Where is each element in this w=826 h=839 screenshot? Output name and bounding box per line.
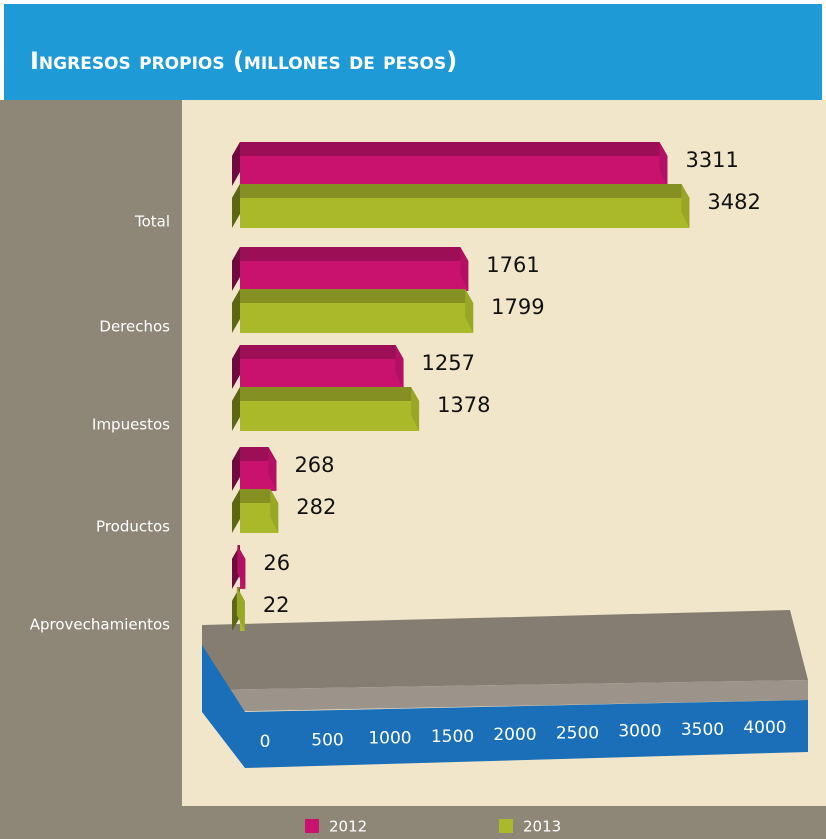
bar-front bbox=[240, 401, 420, 431]
value-label: 1761 bbox=[486, 253, 539, 277]
bar-top bbox=[232, 247, 469, 261]
value-label: 268 bbox=[294, 453, 334, 477]
bar bbox=[232, 184, 690, 228]
category-label: Total bbox=[134, 213, 170, 231]
axis-base-front bbox=[202, 645, 808, 768]
x-tick-label: 1000 bbox=[368, 729, 411, 749]
bar bbox=[232, 545, 246, 589]
legend-label: 2012 bbox=[329, 818, 367, 836]
legend-swatch bbox=[499, 819, 513, 833]
bar-end bbox=[270, 489, 279, 533]
bar bbox=[232, 489, 279, 533]
x-tick-label: 500 bbox=[311, 730, 343, 750]
bar-side bbox=[232, 247, 240, 291]
x-tick-label: 1500 bbox=[431, 727, 474, 747]
category-label: Derechos bbox=[99, 318, 170, 336]
axis-base-edge bbox=[202, 680, 808, 712]
value-label: 282 bbox=[296, 495, 336, 519]
x-tick-label: 4000 bbox=[743, 718, 786, 738]
bar bbox=[232, 142, 668, 186]
bar bbox=[232, 247, 469, 291]
bar-side bbox=[232, 387, 240, 431]
category-label: Productos bbox=[96, 518, 170, 536]
bar-end bbox=[681, 184, 690, 228]
bar-end bbox=[465, 289, 474, 333]
x-tick-label: 3500 bbox=[681, 720, 724, 740]
x-tick-label: 2500 bbox=[556, 723, 599, 743]
bar-side bbox=[232, 289, 240, 333]
header-band bbox=[4, 4, 822, 100]
bar-side bbox=[232, 345, 240, 389]
bar-top bbox=[232, 142, 668, 156]
bar-front bbox=[240, 198, 690, 228]
value-label: 1378 bbox=[437, 393, 490, 417]
bar-side bbox=[232, 142, 240, 186]
bar bbox=[232, 387, 420, 431]
bar-front bbox=[240, 359, 404, 389]
x-tick-label: 0 bbox=[260, 732, 271, 752]
bar-side bbox=[232, 447, 240, 491]
axis-base-top bbox=[202, 610, 808, 690]
bar-end bbox=[659, 142, 668, 186]
chart-title: Ingresos propios (millones de pesos) bbox=[30, 47, 457, 75]
bar-end bbox=[237, 545, 246, 589]
value-label: 26 bbox=[263, 551, 290, 575]
category-label: Aprovechamientos bbox=[30, 616, 170, 634]
x-tick-label: 2000 bbox=[493, 725, 536, 745]
value-label: 22 bbox=[263, 593, 290, 617]
bar-top bbox=[232, 447, 277, 461]
bar-end bbox=[460, 247, 469, 291]
legend-swatch bbox=[305, 819, 319, 833]
bar-front bbox=[240, 261, 469, 291]
bar-top bbox=[232, 387, 420, 401]
bar bbox=[232, 587, 245, 631]
bar-top bbox=[232, 345, 404, 359]
bar-top bbox=[232, 489, 279, 503]
category-label: Impuestos bbox=[92, 416, 170, 434]
x-tick-label: 3000 bbox=[618, 722, 661, 742]
bar bbox=[232, 289, 474, 333]
value-label: 1257 bbox=[422, 351, 475, 375]
value-label: 3311 bbox=[685, 148, 738, 172]
bar bbox=[232, 345, 404, 389]
bar-side bbox=[232, 184, 240, 228]
bar-front bbox=[240, 156, 668, 186]
bar-top bbox=[232, 184, 690, 198]
value-label: 1799 bbox=[491, 295, 544, 319]
bar-front bbox=[240, 303, 474, 333]
bar-end bbox=[268, 447, 277, 491]
bar-end bbox=[411, 387, 420, 431]
left-panel bbox=[0, 100, 182, 839]
bar-side bbox=[232, 489, 240, 533]
bar-top bbox=[232, 289, 474, 303]
bar bbox=[232, 447, 277, 491]
legend-label: 2013 bbox=[523, 818, 561, 836]
bar-end bbox=[395, 345, 404, 389]
value-label: 3482 bbox=[707, 190, 760, 214]
bar-end bbox=[236, 587, 245, 631]
